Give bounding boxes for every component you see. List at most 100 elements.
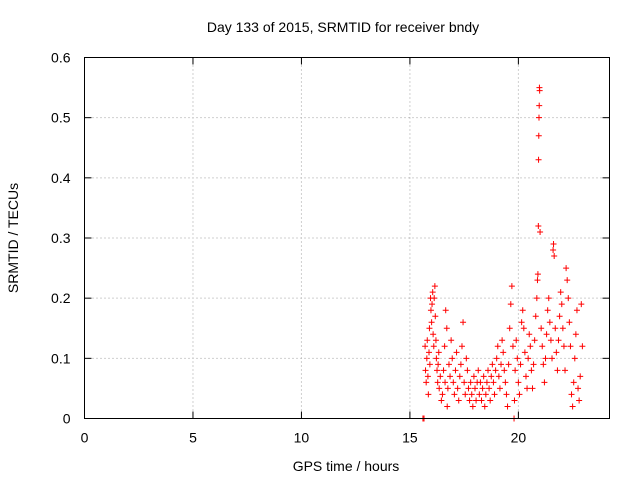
data-point <box>544 331 550 337</box>
data-point <box>552 325 558 331</box>
data-point <box>469 391 475 397</box>
data-point <box>435 379 441 385</box>
y-tick-label: 0.2 <box>51 290 71 306</box>
data-point <box>558 289 564 295</box>
data-point <box>492 391 498 397</box>
data-point <box>456 397 462 403</box>
data-point <box>520 307 526 313</box>
data-point <box>480 385 486 391</box>
y-tick-label: 0.5 <box>51 110 71 126</box>
data-point <box>566 319 572 325</box>
data-point <box>561 343 567 349</box>
data-point <box>477 379 483 385</box>
data-point <box>535 271 541 277</box>
data-point <box>425 391 431 397</box>
data-point <box>546 295 552 301</box>
data-point <box>484 379 490 385</box>
data-point <box>461 379 467 385</box>
data-point <box>524 385 530 391</box>
data-point <box>433 355 439 361</box>
data-point <box>422 343 428 349</box>
data-point <box>557 313 563 319</box>
data-point <box>560 325 566 331</box>
data-point <box>427 361 433 367</box>
data-point <box>547 319 553 325</box>
data-point <box>435 361 441 367</box>
data-point <box>426 325 432 331</box>
data-point <box>511 397 517 403</box>
data-point <box>430 289 436 295</box>
x-tick-label: 0 <box>81 430 89 446</box>
data-point <box>468 379 474 385</box>
data-point <box>424 355 430 361</box>
data-point <box>423 367 429 373</box>
x-tick-label: 15 <box>402 430 418 446</box>
data-point <box>459 343 465 349</box>
data-point <box>575 385 581 391</box>
data-point <box>445 385 451 391</box>
data-point <box>527 343 533 349</box>
data-point <box>543 355 549 361</box>
data-point <box>443 307 449 313</box>
data-point <box>489 361 495 367</box>
data-point <box>554 367 560 373</box>
data-point <box>507 325 513 331</box>
data-point <box>442 343 448 349</box>
data-point <box>519 319 525 325</box>
data-point <box>487 397 493 403</box>
data-point <box>488 373 494 379</box>
y-axis-label: SRMTID / TECUs <box>5 183 21 293</box>
data-point <box>567 343 573 349</box>
data-point <box>536 115 542 121</box>
data-point <box>535 223 541 229</box>
data-point <box>434 367 440 373</box>
data-point <box>444 403 450 409</box>
data-point <box>476 391 482 397</box>
data-point <box>538 325 544 331</box>
data-point <box>497 385 503 391</box>
data-point <box>508 301 514 307</box>
data-point <box>510 343 516 349</box>
data-point <box>526 331 532 337</box>
data-point <box>515 379 521 385</box>
data-point <box>553 349 559 355</box>
data-point <box>490 379 496 385</box>
data-point <box>482 403 488 409</box>
data-point <box>512 367 518 373</box>
data-point <box>548 337 554 343</box>
data-point <box>429 301 435 307</box>
data-point <box>462 391 468 397</box>
data-point <box>532 337 538 343</box>
data-point <box>576 397 582 403</box>
data-point <box>446 361 452 367</box>
y-tick-label: 0.4 <box>51 170 71 186</box>
x-tick-label: 10 <box>294 430 310 446</box>
data-point <box>494 355 500 361</box>
data-point <box>433 337 439 343</box>
data-point <box>563 265 569 271</box>
data-point <box>559 301 565 307</box>
data-point <box>521 325 527 331</box>
data-point <box>479 397 485 403</box>
data-point <box>495 343 501 349</box>
data-point <box>509 283 515 289</box>
data-point <box>423 379 429 385</box>
data-point <box>432 313 438 319</box>
data-point <box>475 367 481 373</box>
data-point <box>451 391 457 397</box>
x-axis-label: GPS time / hours <box>293 458 400 474</box>
data-point <box>428 307 434 313</box>
data-point <box>574 307 580 313</box>
data-point <box>516 391 522 397</box>
data-point <box>450 379 456 385</box>
data-point <box>537 88 543 94</box>
data-point <box>472 385 478 391</box>
data-point <box>438 397 444 403</box>
data-point <box>481 373 487 379</box>
data-point <box>536 103 542 109</box>
data-point <box>457 373 463 379</box>
data-point <box>499 337 505 343</box>
x-tick-label: 5 <box>189 430 197 446</box>
data-point <box>470 403 476 409</box>
data-point <box>465 385 471 391</box>
